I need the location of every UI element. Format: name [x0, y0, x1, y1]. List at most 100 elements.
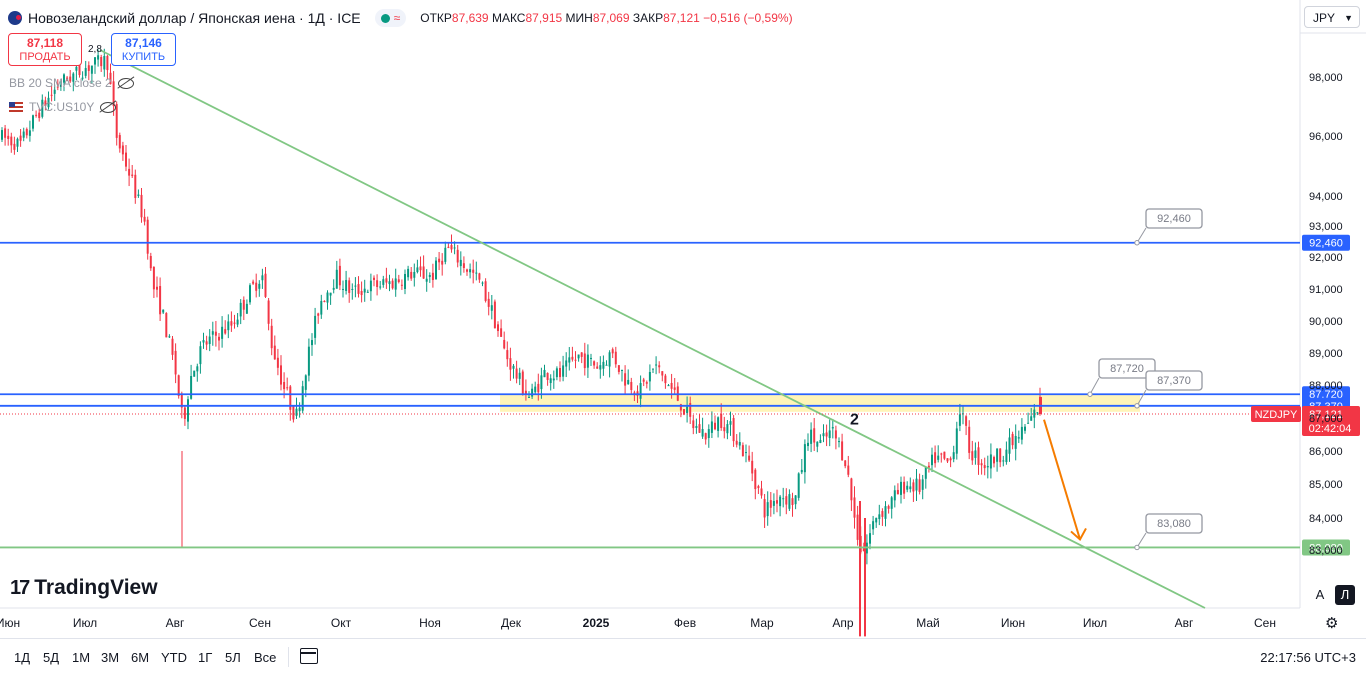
x-tick-label-6: Дек — [501, 616, 522, 630]
candle-body — [404, 273, 406, 289]
candles-group — [1, 48, 1039, 565]
callout-87720-box — [1098, 358, 1156, 379]
x-tick-label-8: Фев — [674, 616, 696, 630]
x-tick-label-15: Сен — [1254, 616, 1276, 630]
candle-body — [25, 129, 28, 136]
candle-body — [298, 407, 301, 412]
candle-body — [174, 350, 177, 375]
candle-body — [38, 112, 41, 119]
hidden-eye-icon[interactable] — [117, 77, 134, 89]
log-scale-button[interactable]: Л — [1335, 585, 1355, 605]
candle-body — [441, 260, 444, 265]
candle-body — [893, 490, 896, 501]
candle-body — [410, 271, 413, 279]
callout-92460-leader — [1136, 227, 1147, 244]
y-tick-label-11: 94,000 — [1309, 191, 1343, 203]
candle-body — [999, 448, 1002, 463]
candle-body — [810, 429, 813, 444]
timeframe-5d[interactable]: 5Д — [43, 650, 60, 665]
candle-body — [276, 357, 279, 368]
timeframe-1m[interactable]: 1М — [72, 650, 91, 665]
candle-body — [912, 482, 915, 492]
candle-body — [239, 302, 242, 317]
calendar-icon[interactable] — [300, 648, 318, 664]
spread-value: 2,8 — [88, 44, 102, 55]
callout-92460-box — [1145, 208, 1203, 229]
candle-body — [332, 287, 335, 290]
candle-body — [53, 89, 56, 94]
candle-body — [617, 365, 620, 372]
candle-body — [323, 300, 326, 302]
candle-body — [444, 247, 447, 262]
candle-body — [714, 422, 716, 430]
resistance-zone — [500, 394, 1140, 412]
candle-body — [834, 430, 837, 439]
candle-body — [586, 354, 589, 368]
candle-body — [754, 469, 757, 490]
candle-body — [549, 378, 552, 384]
candle-body — [509, 358, 512, 370]
indicator-tvc[interactable]: TVC:US10Y — [9, 100, 117, 114]
y-tick-label-3: 86,000 — [1309, 446, 1343, 458]
candle-body — [782, 498, 785, 500]
candle-body — [593, 361, 596, 366]
candle-body — [472, 269, 475, 273]
callout-83080-box — [1145, 513, 1203, 534]
candle-body — [56, 86, 59, 88]
candle-body — [152, 266, 155, 290]
timeframe-3m[interactable]: 3М — [101, 650, 120, 665]
market-status-badge[interactable]: ≈ — [374, 9, 407, 27]
candle-body — [574, 359, 577, 361]
currency-select[interactable]: JPY ▼ — [1304, 6, 1360, 28]
candle-body — [317, 313, 320, 316]
candle-body — [233, 322, 236, 324]
timeframe-all[interactable]: Все — [254, 650, 277, 665]
candle-body — [304, 375, 307, 390]
timeframe-5y[interactable]: 5Л — [225, 650, 241, 665]
timeframe-1d[interactable]: 1Д — [14, 650, 31, 665]
symbol-title[interactable]: Новозеландский доллар / Японская иена · … — [28, 10, 361, 26]
candle-body — [599, 365, 602, 370]
candle-body — [7, 135, 10, 139]
candle-body — [1036, 412, 1039, 414]
candle-body — [757, 486, 760, 489]
candle-body — [952, 452, 955, 460]
candle-body — [797, 473, 800, 498]
timeframe-1y[interactable]: 1Г — [198, 650, 213, 665]
buy-button[interactable]: 87,146 КУПИТЬ — [111, 33, 176, 66]
level-price-text-0: 92,460 — [1309, 238, 1343, 250]
candle-body — [342, 288, 344, 290]
auto-scale-button[interactable]: A — [1315, 587, 1325, 602]
bottom-toolbar: 1Д 5Д 1М 3М 6М YTD 1Г 5Л Все 22:17:56 UT… — [0, 638, 1366, 676]
candle-body — [369, 280, 372, 292]
timeframe-6m[interactable]: 6М — [131, 650, 150, 665]
candle-body — [831, 427, 834, 429]
candle-body — [596, 366, 599, 369]
candle-body — [915, 478, 918, 491]
candle-body — [989, 454, 992, 469]
candle-body — [63, 74, 65, 83]
callout-87370-box — [1145, 370, 1203, 391]
indicator-bb[interactable]: BB 20 SMA close 2 — [9, 76, 134, 90]
candle-body — [571, 356, 574, 360]
sell-button[interactable]: 87,118 ПРОДАТЬ — [8, 33, 82, 66]
candle-body — [673, 387, 676, 390]
candle-body — [500, 328, 503, 337]
candle-body — [348, 280, 351, 293]
settings-gear-icon[interactable]: ⚙ — [1325, 615, 1339, 632]
hidden-eye-icon[interactable] — [100, 101, 117, 113]
buy-price: 87,146 — [125, 36, 162, 50]
candle-body — [366, 291, 369, 293]
candle-body — [543, 369, 546, 378]
y-tick-label-6: 89,000 — [1309, 348, 1343, 360]
projection-arrow-head — [1070, 527, 1087, 542]
x-tick-label-5: Ноя — [419, 616, 441, 630]
y-tick-label-10: 93,000 — [1309, 221, 1343, 233]
candle-body — [146, 219, 149, 254]
candle-body — [103, 56, 106, 70]
callout-87720-text: 87,720 — [1110, 363, 1144, 375]
y-tick-label-7: 90,000 — [1309, 316, 1343, 328]
timeframe-ytd[interactable]: YTD — [161, 650, 187, 665]
candle-body — [159, 286, 162, 315]
